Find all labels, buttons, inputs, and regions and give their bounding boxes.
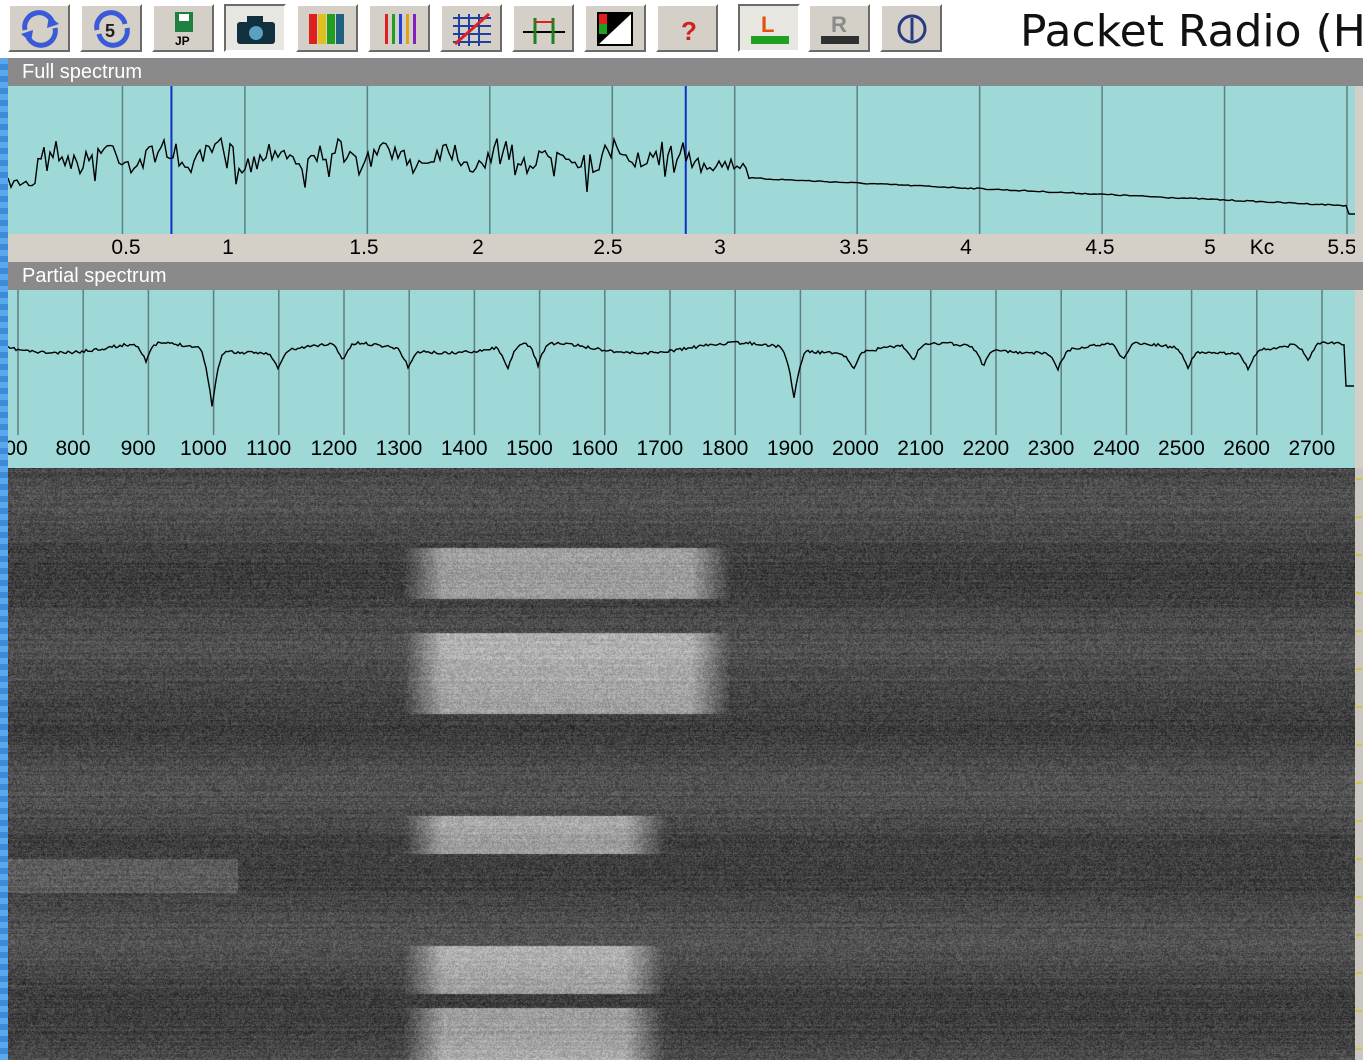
partial-axis-tick-label: 2300: [1027, 437, 1075, 460]
full-axis-tick-label: 2.5: [593, 236, 623, 259]
partial-axis-tick-label: 2000: [832, 437, 879, 460]
page-title: Packet Radio (H: [1020, 6, 1363, 57]
save-jpg-button[interactable]: JP: [152, 4, 214, 52]
left-channel-icon: L: [751, 12, 789, 44]
full-axis-tick-label: 4: [960, 236, 972, 259]
partial-axis-tick-label: 1300: [375, 437, 423, 460]
partial-axis-tick-label: 1000: [180, 437, 227, 460]
time-scale-tick: [1356, 782, 1362, 784]
color-bars-icon: [309, 14, 344, 44]
spectrum-app: Full spectrum 0.5 1 1.5 2 2.5 3 3.5 4 4.5 5 Kc 5.5 …: [8, 58, 1363, 1060]
left-channel-button[interactable]: L: [738, 4, 800, 52]
grid-crossed-icon: [453, 12, 491, 46]
time-scale-tick: [1356, 1010, 1362, 1012]
waterfall-display[interactable]: [8, 468, 1355, 1060]
refresh-button[interactable]: [8, 4, 70, 52]
time-scale-tick: [1356, 706, 1362, 708]
grid-button[interactable]: [440, 4, 502, 52]
full-axis-tick-label: 1: [222, 236, 234, 259]
camera-icon: [237, 16, 275, 44]
partial-axis-tick-label: 1200: [310, 437, 358, 460]
markers-button[interactable]: [512, 4, 574, 52]
partial-axis-tick-label: 1400: [440, 437, 488, 460]
colored-lines-button[interactable]: [368, 4, 430, 52]
color-palette-button[interactable]: [584, 4, 646, 52]
partial-axis-tick-label: 900: [120, 437, 156, 460]
full-axis-tick-label: 2: [472, 236, 484, 259]
full-axis-tick-label: 5.5: [1327, 236, 1355, 259]
time-scale-tick: [1356, 1048, 1362, 1050]
time-scale-tick: [1356, 858, 1362, 860]
time-scale-tick: [1356, 516, 1362, 518]
time-scale-tick: [1356, 630, 1362, 632]
full-axis-tick-label: 3: [714, 236, 726, 259]
time-scale-tick: [1356, 934, 1362, 936]
time-scale-tick: [1356, 820, 1362, 822]
full-spectrum-graph: [8, 86, 1355, 234]
help-icon: ?: [681, 16, 697, 46]
partial-spectrum-axis: 00 800 900 1000 1100 1200 1300 1400 1500 1600 1700…: [8, 435, 1355, 468]
partial-spectrum-curve: [8, 340, 1354, 407]
desktop-background: [0, 0, 10, 1060]
colored-lines-icon: [385, 14, 416, 44]
refresh-icon: [21, 10, 59, 48]
partial-axis-tick-label: 2200: [962, 437, 1010, 460]
time-scale-tick: [1356, 592, 1362, 594]
full-axis-tick-label: 4.5: [1085, 236, 1115, 259]
full-axis-tick-label: 0.5: [111, 236, 141, 259]
full-spectrum-curve: [8, 136, 1355, 215]
time-scale-tick: [1356, 744, 1362, 746]
refresh-5-icon: 5: [94, 10, 130, 48]
right-channel-icon: R: [821, 12, 859, 44]
full-axis-tick-label: 5: [1204, 236, 1216, 259]
partial-axis-tick-label: 1700: [636, 437, 684, 460]
time-scale-tick: [1356, 668, 1362, 670]
full-axis-tick-label: 1.5: [349, 236, 379, 259]
svg-text:5: 5: [105, 21, 115, 41]
partial-axis-tick-label: 1800: [701, 437, 749, 460]
snapshot-button[interactable]: [224, 4, 286, 52]
refresh-5-button[interactable]: 5: [80, 4, 142, 52]
left-channel-glyph: L: [761, 12, 774, 37]
partial-axis-tick-label: 2700: [1288, 437, 1336, 460]
power-icon: [897, 14, 927, 44]
partial-spectrum-header: Partial spectrum: [8, 262, 1363, 290]
partial-axis-tick-label: 2600: [1223, 437, 1270, 460]
full-axis-tick-label: Kc: [1249, 236, 1275, 259]
save-jpg-icon: JP: [175, 12, 193, 48]
time-scale-tick: [1356, 972, 1362, 974]
time-scale-tick: [1356, 896, 1362, 898]
full-spectrum-axis: 0.5 1 1.5 2 2.5 3 3.5 4 4.5 5 Kc 5.5: [8, 234, 1355, 262]
power-button[interactable]: [880, 4, 942, 52]
partial-spectrum-plot[interactable]: [8, 290, 1355, 435]
partial-axis-tick-label: 1100: [246, 437, 292, 460]
partial-axis-tick-label: 2500: [1158, 437, 1205, 460]
partial-axis-tick-label: 00: [8, 437, 28, 460]
help-glyph: ?: [681, 16, 697, 46]
help-button[interactable]: ?: [656, 4, 718, 52]
partial-spectrum-graph: [8, 290, 1354, 435]
full-spectrum-plot[interactable]: [8, 86, 1355, 234]
partial-axis-tick-label: 1900: [766, 437, 814, 460]
color-bars-button[interactable]: [296, 4, 358, 52]
partial-axis-tick-label: 1500: [506, 437, 553, 460]
markers-icon: [523, 18, 565, 44]
partial-axis-tick-label: 2100: [897, 437, 944, 460]
waterfall-time-scale: [1355, 468, 1363, 1060]
partial-axis-tick-label: 800: [55, 437, 91, 460]
right-channel-button[interactable]: R: [808, 4, 870, 52]
time-scale-tick: [1356, 478, 1362, 480]
jpg-label: JP: [175, 34, 190, 48]
full-axis-tick-label: 3.5: [839, 236, 869, 259]
time-scale-tick: [1356, 554, 1362, 556]
right-channel-glyph: R: [831, 12, 847, 37]
partial-axis-tick-label: 2400: [1092, 437, 1140, 460]
full-spectrum-header: Full spectrum: [8, 58, 1363, 86]
color-palette-icon: [597, 12, 633, 46]
partial-axis-tick-label: 1600: [571, 437, 618, 460]
